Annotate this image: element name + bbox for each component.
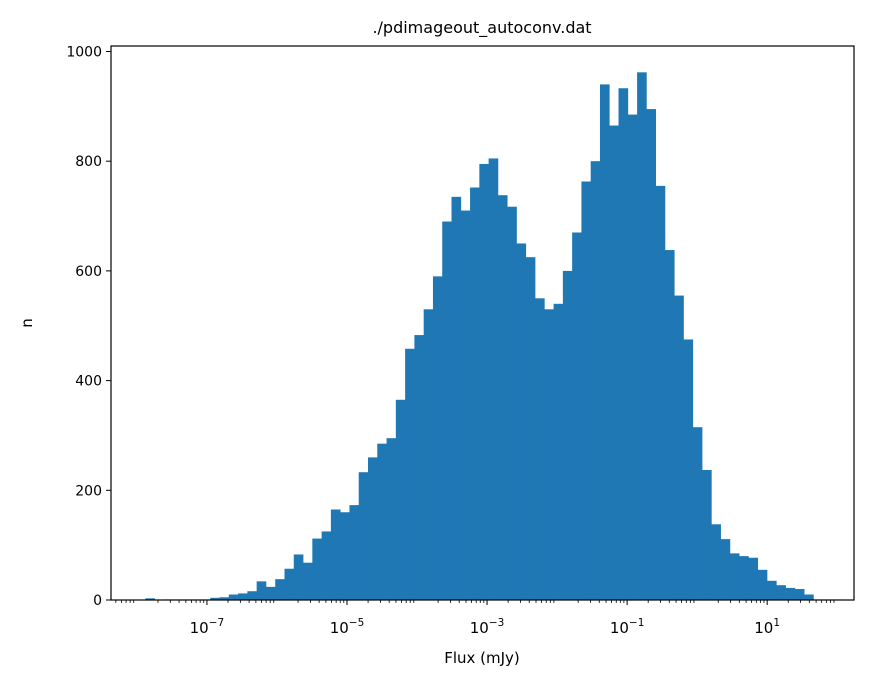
histogram-bar: [303, 562, 313, 600]
plot-area-frame: [110, 45, 855, 601]
x-tick-label: 101: [754, 617, 780, 637]
histogram-bar: [683, 339, 694, 600]
histogram-bar: [210, 597, 220, 600]
histogram-bar: [460, 210, 471, 601]
x-tick-exponent: −1: [629, 617, 644, 629]
histogram-bars: [145, 72, 842, 601]
histogram-bar: [507, 206, 517, 600]
histogram-bar: [655, 185, 666, 600]
histogram-bar: [553, 303, 564, 600]
y-axis-label: n: [18, 318, 36, 328]
histogram-bar: [293, 554, 304, 600]
histogram-bar: [599, 84, 610, 600]
histogram-bar: [702, 470, 712, 600]
x-tick-base: 10: [330, 619, 349, 637]
x-tick-base: 10: [754, 619, 773, 637]
histogram-bar: [349, 505, 360, 600]
y-tick-label: 600: [75, 264, 102, 280]
histogram-bar: [572, 232, 582, 600]
x-axis-ticks: 10−7 10−5 10−3 10−1 101: [115, 600, 835, 637]
histogram-bar: [785, 587, 796, 600]
histogram-bar: [265, 586, 276, 600]
y-tick-label: 200: [75, 483, 102, 499]
histogram-bar: [238, 593, 248, 600]
histogram-bar: [729, 553, 740, 600]
histogram-bar: [145, 598, 155, 600]
x-tick-label: 10−5: [330, 617, 365, 637]
histogram-bar: [395, 399, 406, 600]
histogram-bar: [581, 181, 592, 601]
histogram-bar: [488, 158, 499, 600]
x-tick-exponent: −3: [489, 617, 504, 629]
histogram-bar: [535, 298, 545, 600]
x-tick-base: 10: [610, 619, 629, 637]
histogram-bar: [562, 270, 573, 600]
y-axis-ticks: 0 200 400 600 800 1000: [66, 44, 111, 609]
histogram-bar: [497, 195, 508, 600]
histogram-bar: [256, 581, 267, 600]
histogram-bar: [711, 524, 721, 600]
chart-title: ./pdimageout_autoconv.dat: [372, 18, 591, 38]
y-tick-label: 0: [93, 593, 102, 609]
histogram-bar: [275, 579, 285, 600]
histogram-bar: [766, 580, 777, 600]
histogram-bar: [284, 568, 295, 600]
histogram-bar: [757, 569, 768, 600]
histogram-bar: [674, 295, 684, 600]
x-axis-label: Flux (mJy): [444, 649, 520, 667]
histogram-bar: [312, 538, 322, 600]
histogram-bar: [748, 557, 759, 600]
histogram-bar: [479, 163, 489, 600]
histogram-bar: [432, 276, 443, 600]
x-tick-label: 10−3: [470, 617, 505, 637]
histogram-bar: [664, 250, 675, 601]
histogram-bar: [368, 457, 378, 600]
y-tick-label: 400: [75, 374, 102, 390]
histogram-bar: [692, 427, 703, 600]
histogram-bar: [358, 472, 369, 600]
histogram-bar: [386, 438, 397, 600]
histogram-bar: [544, 309, 554, 600]
histogram-bar: [423, 309, 434, 600]
histogram-bar: [804, 594, 814, 600]
histogram-bar: [219, 597, 230, 600]
histogram-bar: [590, 161, 601, 600]
histogram-bar: [794, 589, 805, 600]
x-tick-label: 10−7: [190, 617, 225, 637]
histogram-bar: [442, 221, 452, 600]
x-tick-label: 10−1: [610, 617, 645, 637]
x-tick-base: 10: [190, 619, 209, 637]
histogram-bar: [776, 585, 786, 600]
y-tick-label: 800: [75, 154, 102, 170]
histogram-bar: [618, 88, 629, 601]
histogram-bar: [228, 594, 239, 600]
histogram-bar: [451, 196, 462, 600]
x-tick-base: 10: [470, 619, 489, 637]
histogram-bar: [321, 531, 332, 600]
histogram-bar: [470, 187, 480, 600]
histogram-bar: [414, 335, 425, 600]
histogram-bar: [330, 509, 341, 600]
x-tick-exponent: 1: [773, 617, 780, 629]
histogram-bar: [405, 348, 415, 600]
histogram-bar: [637, 72, 647, 600]
x-tick-exponent: −5: [349, 617, 364, 629]
histogram-bar: [377, 443, 387, 600]
histogram-bar: [525, 257, 536, 600]
histogram-bar: [340, 512, 350, 600]
x-tick-exponent: −7: [209, 617, 224, 629]
histogram-bar: [247, 591, 258, 600]
histogram-bar: [646, 109, 656, 600]
histogram-bar: [720, 539, 731, 600]
histogram-bar: [609, 125, 619, 600]
histogram-bar: [739, 556, 749, 600]
histogram-bar: [627, 114, 638, 600]
histogram-bar: [516, 243, 527, 600]
y-tick-label: 1000: [66, 44, 102, 60]
